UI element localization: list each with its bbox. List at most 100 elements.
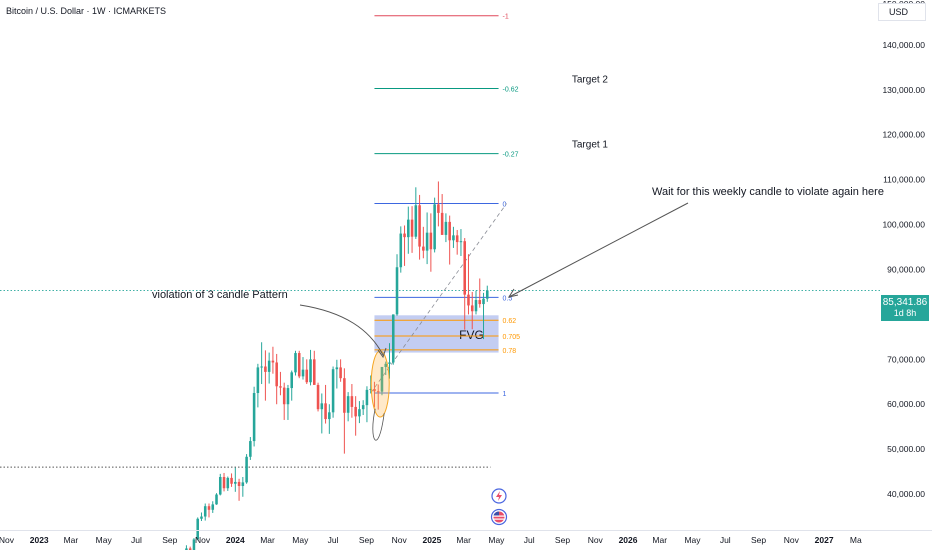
time-tick-label[interactable]: Nov: [392, 535, 408, 545]
time-tick-label[interactable]: Jul: [524, 535, 535, 545]
time-tick-label[interactable]: Ma: [850, 535, 862, 545]
currency-selector[interactable]: USD: [878, 3, 926, 21]
candle-body: [346, 396, 350, 413]
price-tick-label[interactable]: 50,000.00: [887, 444, 925, 454]
candle-body: [328, 412, 331, 420]
price-axis[interactable]: 40,000.0050,000.0060,000.0070,000.0080,0…: [882, 0, 925, 499]
candle-body: [252, 393, 256, 442]
time-tick-label[interactable]: Nov: [0, 535, 15, 545]
time-tick-label[interactable]: May: [684, 535, 701, 545]
candle-body: [218, 477, 222, 495]
target-label: Target 1: [572, 140, 609, 151]
time-tick-label[interactable]: Nov: [784, 535, 800, 545]
fib-level-label: -1: [503, 14, 509, 21]
candle-body: [226, 477, 230, 489]
fvg-zone: [374, 315, 499, 353]
fib-level-label: 0.705: [503, 334, 521, 341]
time-tick-label[interactable]: 2024: [226, 535, 245, 545]
candle-body: [350, 396, 354, 407]
candle-body: [275, 362, 278, 387]
time-tick-label[interactable]: Sep: [555, 535, 570, 545]
time-tick-label[interactable]: 2027: [815, 535, 834, 545]
time-tick-label[interactable]: Sep: [162, 535, 177, 545]
time-axis[interactable]: Nov 2023 Mar May Jul Sep Nov 2024 Mar May Jul Sep No…: [0, 530, 932, 546]
candle-body: [459, 241, 463, 243]
candle-body: [358, 409, 361, 417]
time-tick-label[interactable]: Nov: [588, 535, 604, 545]
candle-body: [403, 233, 406, 238]
candle-body: [422, 246, 425, 251]
fib-levels-layer: -1 -0.62 -0.27 0 0.5 0.62 0.705 0.78 1 Target 2 Ta…: [0, 14, 880, 468]
candle-body: [324, 403, 327, 420]
event-icons: [490, 488, 508, 526]
annotation-violation-text: violation of 3 candle Pattern: [152, 289, 288, 301]
candle-body: [316, 384, 320, 410]
candle-body: [237, 481, 241, 486]
candle-body: [260, 366, 263, 368]
time-tick-label[interactable]: Sep: [751, 535, 766, 545]
price-tick-label[interactable]: 100,000.00: [882, 220, 925, 230]
candle-body: [185, 548, 188, 550]
time-tick-label[interactable]: Jul: [720, 535, 731, 545]
price-tick-label[interactable]: 40,000.00: [887, 489, 925, 499]
time-tick-label[interactable]: Jul: [328, 535, 339, 545]
candle-body: [192, 539, 196, 550]
pattern-curve: [372, 408, 385, 441]
candles-layer: [185, 181, 489, 550]
lightning-event-icon[interactable]: [491, 488, 507, 504]
time-tick-label[interactable]: Jul: [131, 535, 142, 545]
fib-level-label: -0.62: [503, 86, 519, 93]
candle-body: [354, 406, 357, 417]
time-tick-label[interactable]: May: [96, 535, 113, 545]
candle-body: [437, 204, 440, 213]
price-tick-label[interactable]: 90,000.00: [887, 264, 925, 274]
time-tick-label[interactable]: 2026: [619, 535, 638, 545]
time-tick-label[interactable]: May: [488, 535, 505, 545]
time-tick-label[interactable]: Sep: [359, 535, 374, 545]
last-price-value: 85,341.86: [882, 297, 928, 308]
candle-body: [290, 372, 294, 389]
annotation-wait-text: Wait for this weekly candle to violate a…: [652, 186, 884, 198]
candle-body: [369, 388, 372, 390]
candle-body: [331, 369, 335, 413]
price-tick-label[interactable]: 110,000.00: [883, 175, 925, 185]
candle-body: [203, 506, 207, 517]
candle-body: [313, 359, 316, 385]
annotation-wait-arrowhead: [507, 288, 519, 298]
time-tick-label[interactable]: Nov: [195, 535, 211, 545]
candle-body: [294, 353, 297, 373]
price-tick-label[interactable]: 70,000.00: [887, 354, 925, 364]
price-tick-label[interactable]: 120,000.00: [882, 130, 925, 140]
candle-body: [485, 290, 489, 299]
candle-body: [448, 221, 451, 241]
time-tick-label[interactable]: 2025: [422, 535, 441, 545]
pattern-highlight-ellipse: [370, 350, 390, 418]
time-tick-label[interactable]: Mar: [456, 535, 471, 545]
fib-level-label: 0.5: [503, 295, 513, 302]
candle-body: [455, 235, 459, 243]
time-tick-label[interactable]: Mar: [64, 535, 79, 545]
time-tick-label[interactable]: 2023: [30, 535, 49, 545]
candle-body: [286, 388, 290, 405]
fib-level-label: 0: [503, 201, 507, 208]
candle-body: [440, 212, 444, 235]
candle-body: [482, 298, 485, 305]
annotation-violation-arrowhead: [377, 347, 387, 359]
price-tick-label[interactable]: 130,000.00: [882, 85, 925, 95]
candle-body: [271, 360, 275, 363]
price-tick-label[interactable]: 140,000.00: [882, 40, 925, 50]
candle-body: [215, 494, 218, 505]
candle-countdown: 1d 8h: [893, 308, 917, 318]
candle-body: [414, 205, 418, 237]
time-tick-label[interactable]: May: [292, 535, 309, 545]
time-tick-label[interactable]: Mar: [652, 535, 667, 545]
time-tick-label[interactable]: Mar: [260, 535, 275, 545]
symbol-title[interactable]: Bitcoin / U.S. Dollar · 1W · ICMARKETS: [6, 6, 167, 16]
price-tick-label[interactable]: 60,000.00: [887, 399, 925, 409]
us-flag-event-icon[interactable]: [490, 508, 508, 526]
candle-body: [279, 386, 282, 388]
candle-body: [384, 363, 388, 367]
candle-body: [478, 300, 482, 305]
last-price-tag: 85,341.86 1d 8h: [881, 295, 929, 321]
